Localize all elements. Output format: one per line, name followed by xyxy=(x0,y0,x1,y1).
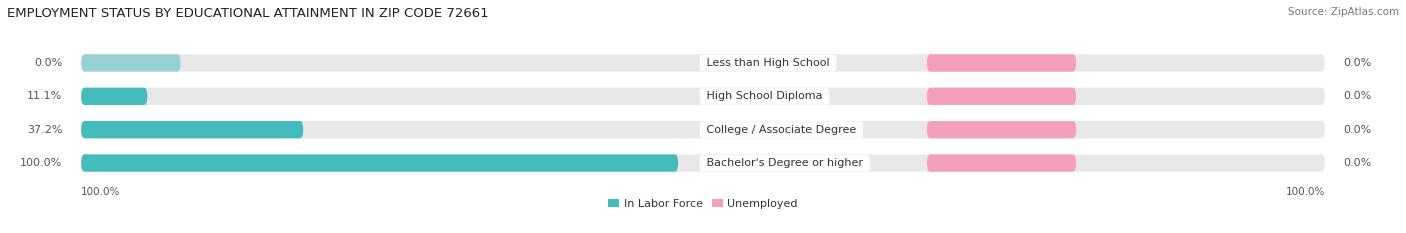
Text: 0.0%: 0.0% xyxy=(34,58,62,68)
Text: College / Associate Degree: College / Associate Degree xyxy=(703,125,859,135)
FancyBboxPatch shape xyxy=(82,54,1324,72)
Text: 11.1%: 11.1% xyxy=(27,91,62,101)
FancyBboxPatch shape xyxy=(927,88,1076,105)
Text: 0.0%: 0.0% xyxy=(1344,158,1372,168)
FancyBboxPatch shape xyxy=(82,154,1324,172)
Text: 100.0%: 100.0% xyxy=(82,187,121,197)
FancyBboxPatch shape xyxy=(82,121,304,138)
FancyBboxPatch shape xyxy=(927,54,1076,72)
Text: EMPLOYMENT STATUS BY EDUCATIONAL ATTAINMENT IN ZIP CODE 72661: EMPLOYMENT STATUS BY EDUCATIONAL ATTAINM… xyxy=(7,7,489,20)
FancyBboxPatch shape xyxy=(927,121,1076,138)
Text: 0.0%: 0.0% xyxy=(1344,91,1372,101)
Text: Source: ZipAtlas.com: Source: ZipAtlas.com xyxy=(1288,7,1399,17)
FancyBboxPatch shape xyxy=(927,154,1076,172)
Text: 37.2%: 37.2% xyxy=(27,125,62,135)
Text: Less than High School: Less than High School xyxy=(703,58,834,68)
Text: 100.0%: 100.0% xyxy=(20,158,62,168)
FancyBboxPatch shape xyxy=(82,54,180,72)
Legend: In Labor Force, Unemployed: In Labor Force, Unemployed xyxy=(603,194,803,213)
Text: Bachelor's Degree or higher: Bachelor's Degree or higher xyxy=(703,158,866,168)
Text: 100.0%: 100.0% xyxy=(1285,187,1324,197)
Text: 0.0%: 0.0% xyxy=(1344,58,1372,68)
FancyBboxPatch shape xyxy=(82,88,148,105)
Text: High School Diploma: High School Diploma xyxy=(703,91,825,101)
FancyBboxPatch shape xyxy=(82,154,678,172)
Text: 0.0%: 0.0% xyxy=(1344,125,1372,135)
FancyBboxPatch shape xyxy=(82,121,1324,138)
FancyBboxPatch shape xyxy=(82,88,1324,105)
